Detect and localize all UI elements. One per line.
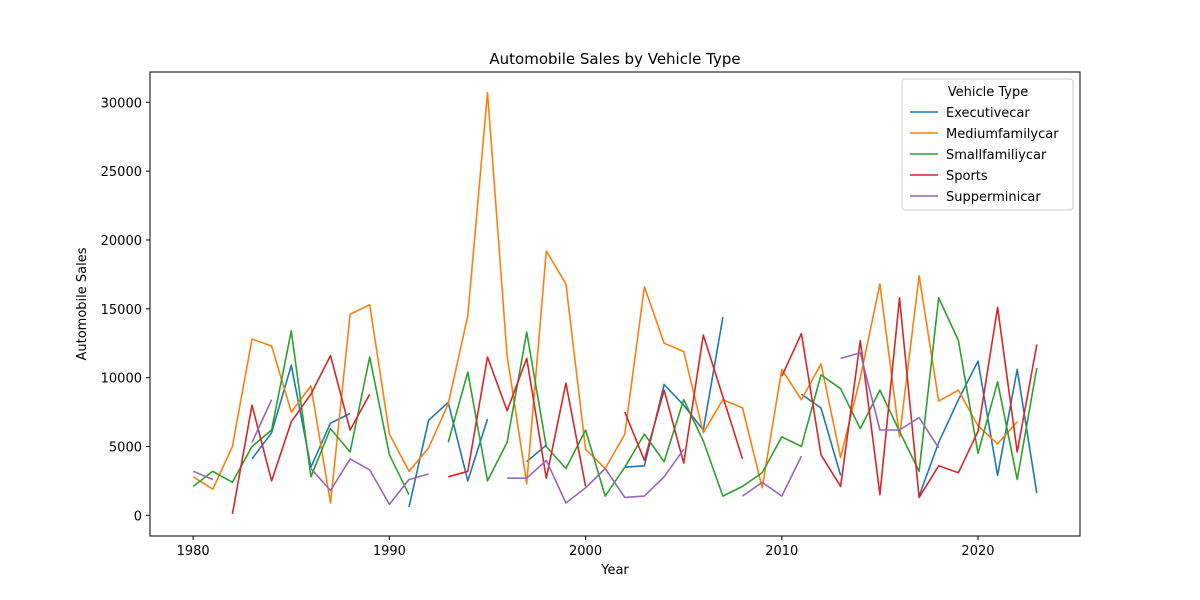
legend-label-supperminicar: Supperminicar	[946, 190, 1041, 205]
y-tick-label: 0	[134, 509, 142, 524]
x-axis: 1980 1990 2000 2010 2020	[177, 536, 995, 559]
series-line-sports-3	[781, 296, 1038, 499]
chart-title: Automobile Sales by Vehicle Type	[489, 50, 740, 68]
series-smallfamiliycar	[192, 296, 1038, 497]
x-tick-label: 2000	[569, 544, 602, 559]
plot-lines	[192, 91, 1038, 515]
legend-label-smallfamiliycar: Smallfamiliycar	[946, 148, 1047, 163]
series-line-executivecar-4	[800, 393, 842, 476]
x-tick-label: 1990	[373, 544, 406, 559]
series-line-supperminicar-4	[742, 455, 803, 497]
plot-frame	[149, 71, 1081, 537]
legend-label-executivecar: Executivecar	[946, 106, 1030, 121]
legend-title: Vehicle Type	[948, 85, 1028, 100]
series-line-smallfamiliycar-0	[192, 329, 410, 496]
series-line-sports-2	[624, 334, 744, 464]
x-tick-label: 2020	[961, 544, 994, 559]
y-tick-label: 15000	[101, 303, 142, 318]
x-axis-title: Year	[600, 563, 629, 578]
legend-label-sports: Sports	[946, 169, 988, 184]
series-line-sports-1	[447, 356, 587, 487]
legend-items: Executivecar Mediumfamilycar Smallfamiliyc…	[910, 106, 1059, 205]
series-line-executivecar-3	[624, 316, 724, 468]
y-tick-label: 20000	[101, 234, 142, 249]
series-line-executivecar-0	[251, 364, 351, 469]
series-sports	[231, 296, 1038, 515]
series-line-sports-0	[231, 354, 371, 515]
series-line-supperminicar-0	[192, 470, 214, 481]
series-line-mediumfamilycar-0	[192, 91, 1018, 504]
legend-box	[901, 78, 1074, 211]
series-mediumfamilycar	[192, 91, 1018, 504]
y-tick-label: 5000	[109, 441, 142, 456]
y-tick-label: 10000	[101, 372, 142, 387]
legend: Vehicle Type Executivecar Mediumfamilycar…	[901, 78, 1074, 211]
legend-label-mediumfamilycar: Mediumfamilycar	[946, 127, 1059, 142]
series-line-smallfamiliycar-1	[447, 296, 1038, 497]
series-line-executivecar-2	[526, 444, 547, 463]
series-line-supperminicar-5	[840, 352, 940, 449]
x-tick-label: 2010	[765, 544, 798, 559]
series-supperminicar	[192, 352, 940, 506]
series-line-supperminicar-1	[251, 399, 273, 443]
y-axis: 0 5000 10000 15000 20000 25000 30000	[101, 96, 150, 524]
x-tick-label: 1980	[177, 544, 210, 559]
series-line-executivecar-5	[918, 360, 1038, 497]
series-line-supperminicar-3	[507, 448, 685, 504]
y-tick-label: 25000	[101, 165, 142, 180]
series-line-supperminicar-2	[310, 458, 429, 506]
y-tick-label: 30000	[101, 96, 142, 111]
y-axis-title: Automobile Sales	[75, 247, 90, 360]
series-executivecar	[251, 316, 1038, 508]
